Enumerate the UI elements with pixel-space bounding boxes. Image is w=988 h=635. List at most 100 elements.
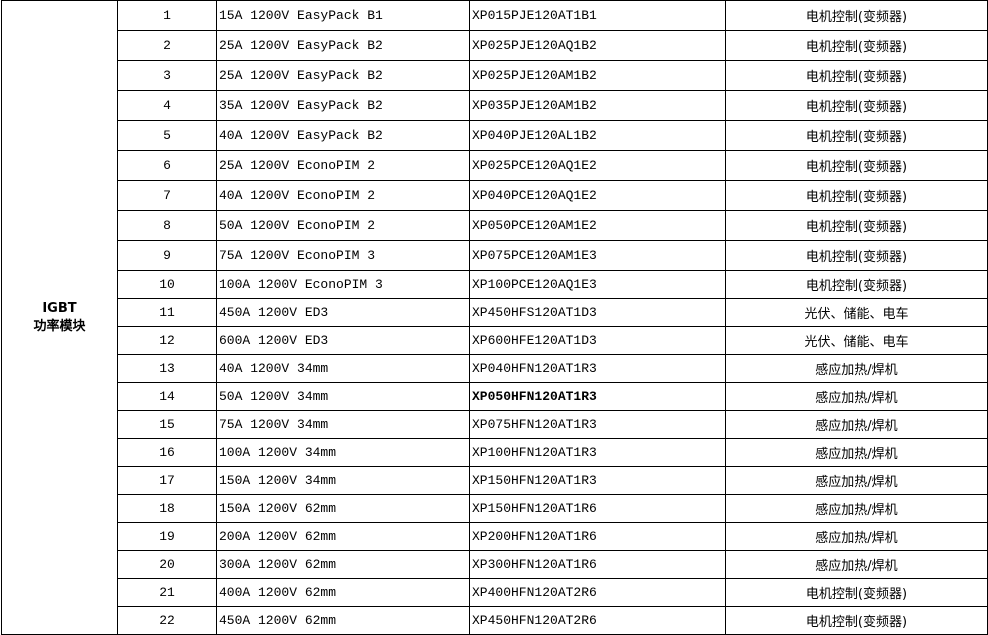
row-number: 20	[117, 550, 217, 579]
part-number: XP200HFN120AT1R6	[469, 522, 726, 551]
part-number: XP025PCE120AQ1E2	[469, 150, 726, 181]
part-number: XP450HFN120AT2R6	[469, 606, 726, 635]
table-row: 16 100A 1200V 34mm XP100HFN120AT1R3 感应加热/焊机	[2, 438, 988, 467]
row-number: 11	[117, 298, 217, 327]
part-number: XP040PJE120AL1B2	[469, 120, 726, 151]
application: 感应加热/焊机	[725, 522, 988, 551]
application: 电机控制(变频器)	[725, 606, 988, 635]
product-description: 150A 1200V 34mm	[216, 466, 470, 495]
category-line1: IGBT	[42, 300, 77, 316]
application: 电机控制(变频器)	[725, 0, 988, 31]
part-number: XP025PJE120AQ1B2	[469, 30, 726, 61]
product-description: 450A 1200V 62mm	[216, 606, 470, 635]
part-number: XP015PJE120AT1B1	[469, 0, 726, 31]
table-row: 22 450A 1200V 62mm XP450HFN120AT2R6 电机控制(变频…	[2, 606, 988, 635]
row-number: 15	[117, 410, 217, 439]
table-row: 10 100A 1200V EconoPIM 3 XP100PCE120AQ1E3 电…	[2, 270, 988, 299]
product-description: 40A 1200V EconoPIM 2	[216, 180, 470, 211]
table-row: 19 200A 1200V 62mm XP200HFN120AT1R6 感应加热/焊机	[2, 522, 988, 551]
product-description: 100A 1200V 34mm	[216, 438, 470, 467]
part-number: XP075PCE120AM1E3	[469, 240, 726, 271]
row-number: 9	[117, 240, 217, 271]
table-row: 18 150A 1200V 62mm XP150HFN120AT1R6 感应加热/焊机	[2, 494, 988, 523]
row-number: 5	[117, 120, 217, 151]
product-description: 600A 1200V ED3	[216, 326, 470, 355]
row-number: 6	[117, 150, 217, 181]
product-description: 50A 1200V EconoPIM 2	[216, 210, 470, 241]
table-row: 13 40A 1200V 34mm XP040HFN120AT1R3 感应加热/焊机	[2, 354, 988, 383]
product-description: 200A 1200V 62mm	[216, 522, 470, 551]
row-number: 3	[117, 60, 217, 91]
table-row: 21 400A 1200V 62mm XP400HFN120AT2R6 电机控制(变频…	[2, 578, 988, 607]
row-number: 19	[117, 522, 217, 551]
application: 感应加热/焊机	[725, 494, 988, 523]
table-row: 14 50A 1200V 34mm XP050HFN120AT1R3 感应加热/焊机	[2, 382, 988, 411]
part-number: XP050HFN120AT1R3	[469, 382, 726, 411]
part-number: XP150HFN120AT1R6	[469, 494, 726, 523]
part-number: XP100PCE120AQ1E3	[469, 270, 726, 299]
part-number: XP100HFN120AT1R3	[469, 438, 726, 467]
row-number: 4	[117, 90, 217, 121]
row-number: 22	[117, 606, 217, 635]
row-number: 17	[117, 466, 217, 495]
product-description: 40A 1200V 34mm	[216, 354, 470, 383]
part-number: XP150HFN120AT1R3	[469, 466, 726, 495]
application: 感应加热/焊机	[725, 410, 988, 439]
table-row: 7 40A 1200V EconoPIM 2 XP040PCE120AQ1E2 电机控…	[2, 180, 988, 211]
part-number: XP450HFS120AT1D3	[469, 298, 726, 327]
product-description: 40A 1200V EasyPack B2	[216, 120, 470, 151]
row-number: 7	[117, 180, 217, 211]
application: 电机控制(变频器)	[725, 578, 988, 607]
application: 电机控制(变频器)	[725, 60, 988, 91]
product-description: 75A 1200V EconoPIM 3	[216, 240, 470, 271]
row-number: 12	[117, 326, 217, 355]
part-number: XP040HFN120AT1R3	[469, 354, 726, 383]
table-row: 12 600A 1200V ED3 XP600HFE120AT1D3 光伏、储能、电车	[2, 326, 988, 355]
application: 电机控制(变频器)	[725, 150, 988, 181]
application: 电机控制(变频器)	[725, 120, 988, 151]
application: 感应加热/焊机	[725, 550, 988, 579]
table-row: 20 300A 1200V 62mm XP300HFN120AT1R6 感应加热/焊机	[2, 550, 988, 579]
part-number: XP025PJE120AM1B2	[469, 60, 726, 91]
application: 感应加热/焊机	[725, 466, 988, 495]
table-row: 8 50A 1200V EconoPIM 2 XP050PCE120AM1E2 电机控…	[2, 210, 988, 241]
product-description: 300A 1200V 62mm	[216, 550, 470, 579]
row-number: 1	[117, 0, 217, 31]
application: 电机控制(变频器)	[725, 210, 988, 241]
row-number: 21	[117, 578, 217, 607]
product-description: 35A 1200V EasyPack B2	[216, 90, 470, 121]
part-number: XP040PCE120AQ1E2	[469, 180, 726, 211]
table-row: 3 25A 1200V EasyPack B2 XP025PJE120AM1B2 电机…	[2, 60, 988, 91]
row-number: 13	[117, 354, 217, 383]
table-row: 15 75A 1200V 34mm XP075HFN120AT1R3 感应加热/焊机	[2, 410, 988, 439]
row-number: 16	[117, 438, 217, 467]
product-description: 100A 1200V EconoPIM 3	[216, 270, 470, 299]
table-row: 17 150A 1200V 34mm XP150HFN120AT1R3 感应加热/焊机	[2, 466, 988, 495]
application: 感应加热/焊机	[725, 382, 988, 411]
application: 电机控制(变频器)	[725, 30, 988, 61]
application: 电机控制(变频器)	[725, 180, 988, 211]
product-description: 25A 1200V EconoPIM 2	[216, 150, 470, 181]
category-cell: IGBT 功率模块	[1, 0, 118, 635]
part-number: XP400HFN120AT2R6	[469, 578, 726, 607]
product-description: 75A 1200V 34mm	[216, 410, 470, 439]
table-row: 9 75A 1200V EconoPIM 3 XP075PCE120AM1E3 电机控…	[2, 240, 988, 271]
category-line2: 功率模块	[33, 318, 86, 334]
application: 感应加热/焊机	[725, 354, 988, 383]
part-number: XP600HFE120AT1D3	[469, 326, 726, 355]
row-number: 2	[117, 30, 217, 61]
product-description: 25A 1200V EasyPack B2	[216, 30, 470, 61]
application: 电机控制(变频器)	[725, 90, 988, 121]
product-description: 450A 1200V ED3	[216, 298, 470, 327]
application: 光伏、储能、电车	[725, 326, 988, 355]
application: 光伏、储能、电车	[725, 298, 988, 327]
part-number: XP050PCE120AM1E2	[469, 210, 726, 241]
product-description: 15A 1200V EasyPack B1	[216, 0, 470, 31]
row-number: 14	[117, 382, 217, 411]
product-description: 150A 1200V 62mm	[216, 494, 470, 523]
table-row: 2 25A 1200V EasyPack B2 XP025PJE120AQ1B2 电机…	[2, 30, 988, 61]
row-number: 18	[117, 494, 217, 523]
table-row: 6 25A 1200V EconoPIM 2 XP025PCE120AQ1E2 电机控…	[2, 150, 988, 181]
part-number: XP075HFN120AT1R3	[469, 410, 726, 439]
